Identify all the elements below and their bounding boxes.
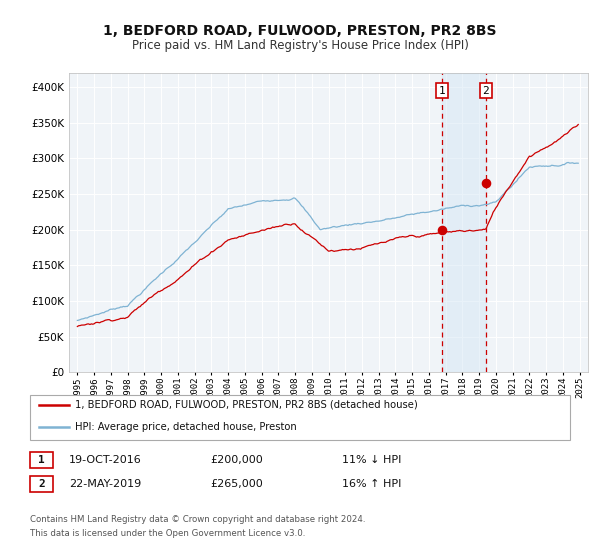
- Text: 1, BEDFORD ROAD, FULWOOD, PRESTON, PR2 8BS: 1, BEDFORD ROAD, FULWOOD, PRESTON, PR2 8…: [103, 24, 497, 38]
- Text: This data is licensed under the Open Government Licence v3.0.: This data is licensed under the Open Gov…: [30, 529, 305, 538]
- Text: Price paid vs. HM Land Registry's House Price Index (HPI): Price paid vs. HM Land Registry's House …: [131, 39, 469, 52]
- Text: Contains HM Land Registry data © Crown copyright and database right 2024.: Contains HM Land Registry data © Crown c…: [30, 515, 365, 524]
- Text: 2: 2: [482, 86, 489, 96]
- Text: 22-MAY-2019: 22-MAY-2019: [69, 479, 141, 489]
- Text: 1: 1: [38, 455, 45, 465]
- Text: 16% ↑ HPI: 16% ↑ HPI: [342, 479, 401, 489]
- Text: 2: 2: [38, 479, 45, 489]
- Text: 1, BEDFORD ROAD, FULWOOD, PRESTON, PR2 8BS (detached house): 1, BEDFORD ROAD, FULWOOD, PRESTON, PR2 8…: [75, 400, 418, 410]
- Text: 19-OCT-2016: 19-OCT-2016: [69, 455, 142, 465]
- Text: 11% ↓ HPI: 11% ↓ HPI: [342, 455, 401, 465]
- Point: [481, 179, 491, 188]
- Text: HPI: Average price, detached house, Preston: HPI: Average price, detached house, Pres…: [75, 422, 297, 432]
- Point: [437, 225, 447, 234]
- Text: £200,000: £200,000: [210, 455, 263, 465]
- Text: £265,000: £265,000: [210, 479, 263, 489]
- Text: 1: 1: [439, 86, 446, 96]
- Bar: [442, 73, 486, 372]
